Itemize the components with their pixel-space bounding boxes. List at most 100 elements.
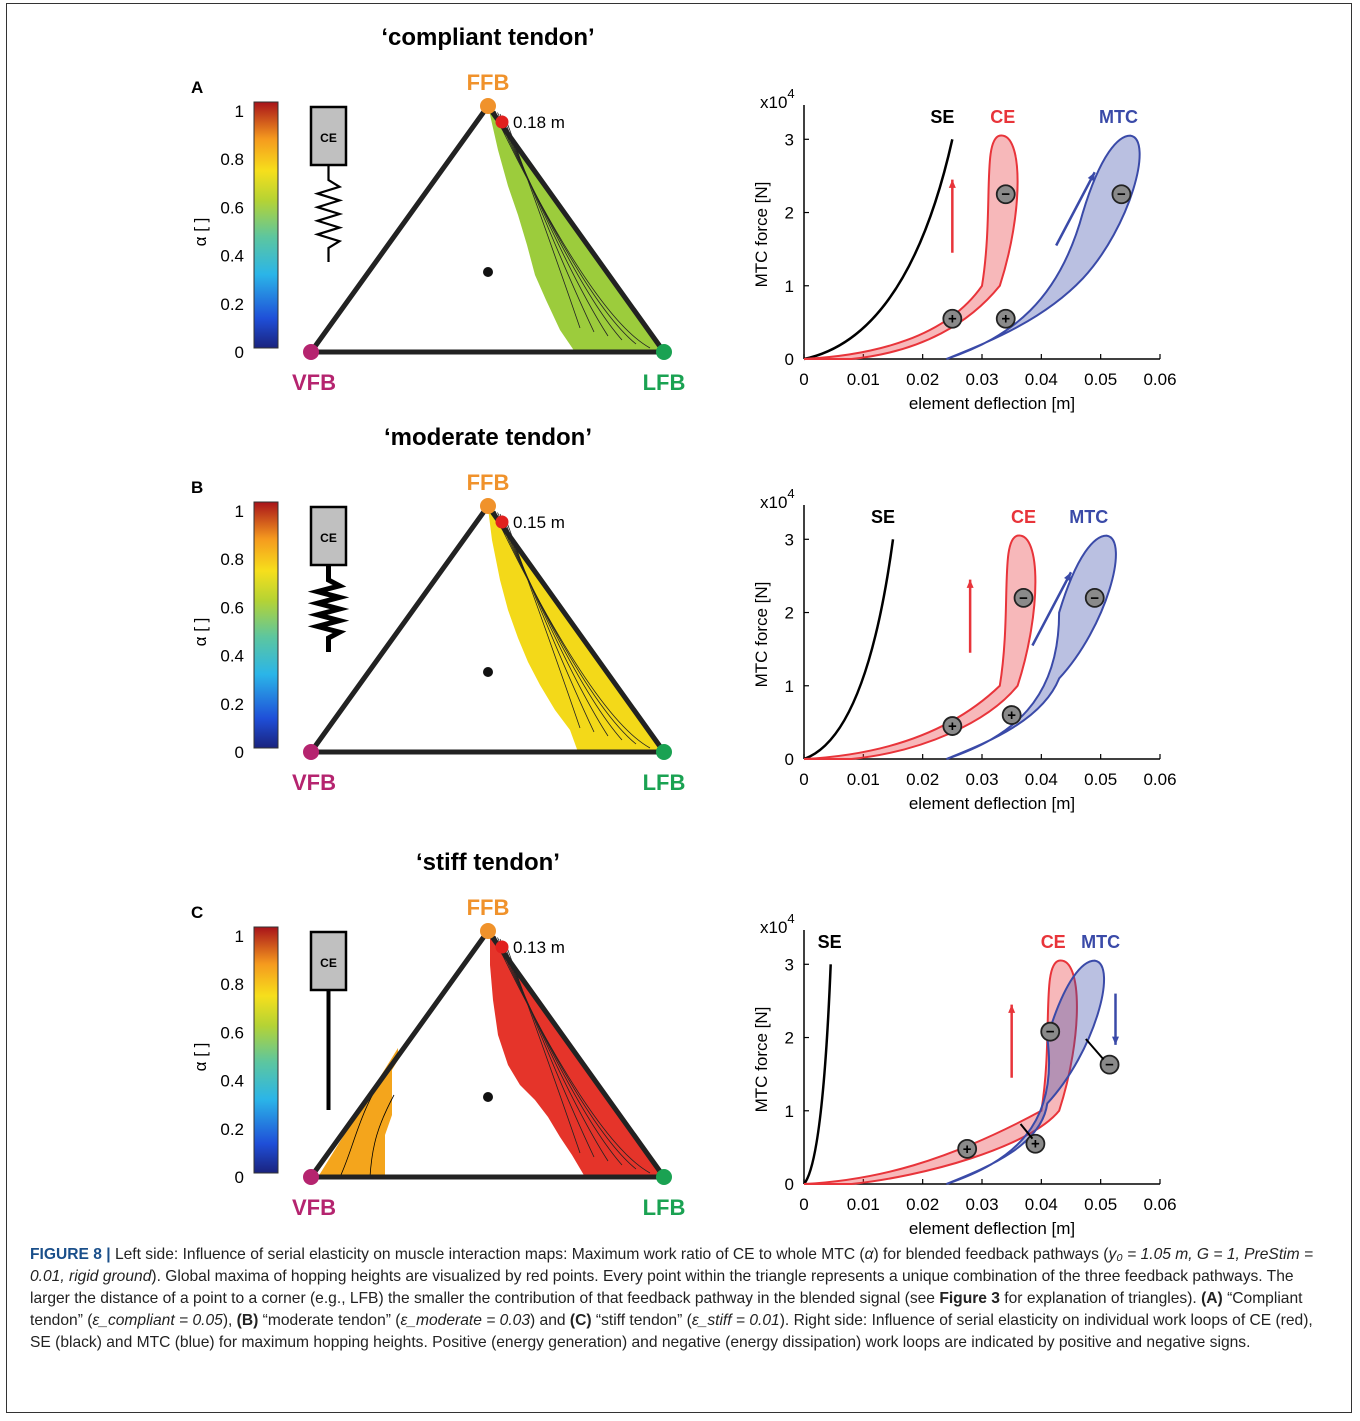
y-exponent-base: x10 [760,493,787,512]
y-tick-label: 3 [785,530,794,549]
colorbar-tick-label: 0.4 [220,1072,244,1091]
centroid-dot [483,1092,493,1102]
ce-spring-icon: CE [307,505,350,652]
ffb-marker [480,98,496,114]
ffb-label: FFB [467,895,510,920]
mtc-positive-sign [1025,1133,1046,1154]
y-tick-label: 0 [785,350,794,369]
mtc-positive-sign-glyph: + [1001,311,1010,328]
x-axis-label: element deflection [m] [909,394,1075,413]
contour-line [502,940,595,1158]
mtc-arrow-head [1064,572,1071,582]
max-height-point [495,115,509,129]
simplex-triangle [308,103,667,355]
figure-frame [6,3,1352,1413]
lfb-label: LFB [643,770,686,795]
y-exponent-power: 4 [787,486,794,501]
colorbar-tick-label: 0.2 [220,295,244,314]
colorbar-tick-label: 0.4 [220,647,244,666]
y-tick-label: 3 [785,130,794,149]
x-tick-label: 0.03 [965,370,998,389]
ce-arrow-head [966,579,974,588]
contour-line [499,513,609,737]
max-height-point [495,940,509,954]
ce-loop [803,134,1019,360]
colorbar-tick-label: 0.8 [220,150,244,169]
contour-line [494,510,637,745]
ce-negative-sign [1040,1021,1061,1042]
se-curve [803,539,895,761]
vfb-label: VFB [292,1195,336,1220]
ce-spring-icon: CE [309,105,348,262]
y-exponent: x104 [760,911,795,937]
ce-box-label: CE [320,531,337,545]
centroid-dot [483,267,493,277]
ffb-label: FFB [467,70,510,95]
y-axis-label: MTC force [N] [752,1007,771,1113]
x-tick-label: 0 [799,1195,808,1214]
contour-line [492,509,651,749]
mtc-arrow [1055,171,1096,247]
lfb-label: LFB [643,1195,686,1220]
mtc-label: MTC [1081,932,1120,952]
x-tick-label: 0.02 [906,1195,939,1214]
lfb-label: LFB [643,370,686,395]
mtc-positive-sign [1001,705,1022,725]
colorbar-tick-label: 1 [235,102,244,121]
max-height-point [495,515,509,529]
mtc-arrow [1031,571,1073,647]
panel-title: ‘moderate tendon’ [384,424,592,451]
ce-positive-sign [942,716,963,736]
sign-leader [1019,1123,1034,1140]
x-tick-label: 0.01 [847,770,880,789]
ce-label: CE [990,107,1015,127]
x-tick-label: 0.04 [1025,370,1058,389]
ce-label: CE [1011,507,1036,527]
y-tick-label: 2 [785,604,794,623]
max-height-label: 0.18 m [513,113,565,132]
contour-line [492,934,651,1174]
se-curve [802,964,832,1185]
contour-line [502,115,595,333]
colorbar-tick-label: 0 [235,743,244,762]
mtc-negative-sign [1099,1054,1120,1075]
contour-line [369,1094,395,1178]
caption-params: y₀ = 1.05 m, G = 1, PreStim = 0.01, rigi… [30,1246,1314,1285]
caption-figure-ref: Figure 3 [939,1290,1000,1307]
y-exponent-power: 4 [787,86,794,101]
ce-negative-sign-glyph: − [1001,186,1010,203]
lfb-marker [656,344,672,360]
interaction-map [318,933,664,1178]
panel-letter: B [191,478,203,497]
contour-line [494,110,637,345]
x-tick-label: 0.06 [1143,370,1176,389]
ce-negative-sign-glyph: − [1019,590,1028,607]
max-height-label: 0.15 m [513,513,565,532]
lfb-marker [656,1169,672,1185]
x-tick-label: 0 [799,370,808,389]
y-exponent: x104 [760,486,795,512]
panel-a: ‘compliant tendon’ A 0 0.2 0.4 0.6 0.8 1 α [ ] CE… [191,24,1177,413]
vfb-marker [303,744,319,760]
ce-arrow-head [1008,1004,1016,1013]
ce-spring-icon: CE [309,930,348,1110]
se-label: SE [871,507,895,527]
ce-positive-sign-glyph: + [948,718,957,735]
mtc-negative-sign [1111,184,1132,205]
x-tick-label: 0.03 [965,1195,998,1214]
colorbar-tick-label: 0.8 [220,550,244,569]
figure-canvas: ‘compliant tendon’ A 0 0.2 0.4 0.6 0.8 1 α [ ] CE… [191,24,1177,1238]
ce-positive-sign [942,308,963,329]
se-label: SE [818,932,842,952]
ce-negative-sign [995,184,1016,205]
mtc-positive-sign-glyph: + [1031,1136,1040,1153]
y-exponent-power: 4 [787,911,794,926]
y-axis-label: MTC force [N] [752,182,771,288]
se-curve [803,139,954,361]
x-axis-label: element deflection [m] [909,1219,1075,1238]
x-tick-label: 0.06 [1143,1195,1176,1214]
work-loop-plot: 0 0.01 0.02 0.03 0.04 0.05 0.06 0 1 2 3 x104 MTC for… [752,86,1177,413]
ce-positive-sign-glyph: + [948,311,957,328]
colorbar-tick-label: 0.6 [220,198,244,217]
x-tick-label: 0.04 [1025,770,1058,789]
